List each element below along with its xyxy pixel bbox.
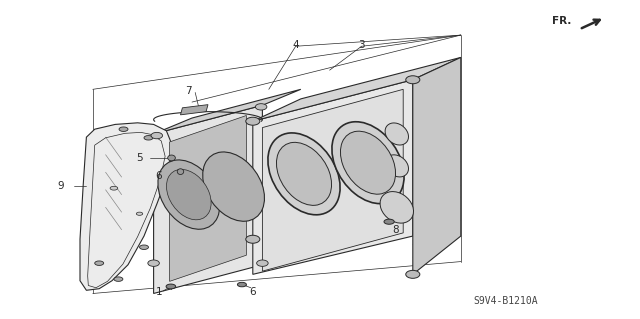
Ellipse shape	[255, 104, 267, 110]
Text: 9: 9	[58, 181, 64, 191]
Ellipse shape	[246, 235, 260, 243]
Ellipse shape	[385, 155, 408, 177]
Ellipse shape	[110, 186, 118, 190]
Text: 8: 8	[392, 225, 399, 235]
Ellipse shape	[332, 122, 404, 204]
Polygon shape	[154, 89, 301, 134]
Ellipse shape	[144, 136, 153, 140]
Text: FR.: FR.	[552, 16, 571, 26]
Ellipse shape	[406, 270, 420, 278]
Ellipse shape	[166, 284, 175, 289]
Polygon shape	[262, 89, 403, 271]
Polygon shape	[80, 123, 173, 290]
Ellipse shape	[276, 142, 332, 205]
Text: 5: 5	[136, 153, 143, 163]
Ellipse shape	[257, 260, 268, 266]
Ellipse shape	[168, 155, 175, 161]
Ellipse shape	[136, 212, 143, 215]
Ellipse shape	[268, 133, 340, 215]
Ellipse shape	[380, 192, 413, 223]
Polygon shape	[170, 115, 246, 281]
Ellipse shape	[406, 76, 420, 84]
Ellipse shape	[148, 260, 159, 266]
Ellipse shape	[151, 132, 163, 139]
Ellipse shape	[340, 131, 396, 194]
Polygon shape	[253, 80, 413, 274]
Polygon shape	[413, 57, 461, 274]
Text: 3: 3	[358, 40, 365, 50]
Text: 6: 6	[250, 287, 256, 297]
Ellipse shape	[384, 219, 394, 224]
Text: 7: 7	[186, 86, 192, 96]
Ellipse shape	[114, 277, 123, 281]
Polygon shape	[180, 105, 208, 115]
Ellipse shape	[177, 169, 184, 174]
Polygon shape	[154, 105, 262, 293]
Ellipse shape	[158, 160, 220, 229]
Ellipse shape	[140, 245, 148, 249]
Text: 6: 6	[156, 171, 162, 181]
Ellipse shape	[119, 127, 128, 131]
Text: 1: 1	[156, 287, 162, 297]
Ellipse shape	[246, 117, 260, 125]
Ellipse shape	[95, 261, 104, 265]
Ellipse shape	[166, 169, 211, 220]
Ellipse shape	[237, 282, 246, 287]
Polygon shape	[253, 57, 461, 121]
Text: 4: 4	[292, 40, 299, 50]
Ellipse shape	[203, 152, 264, 221]
Ellipse shape	[385, 123, 408, 145]
Text: S9V4-B1210A: S9V4-B1210A	[474, 296, 538, 307]
